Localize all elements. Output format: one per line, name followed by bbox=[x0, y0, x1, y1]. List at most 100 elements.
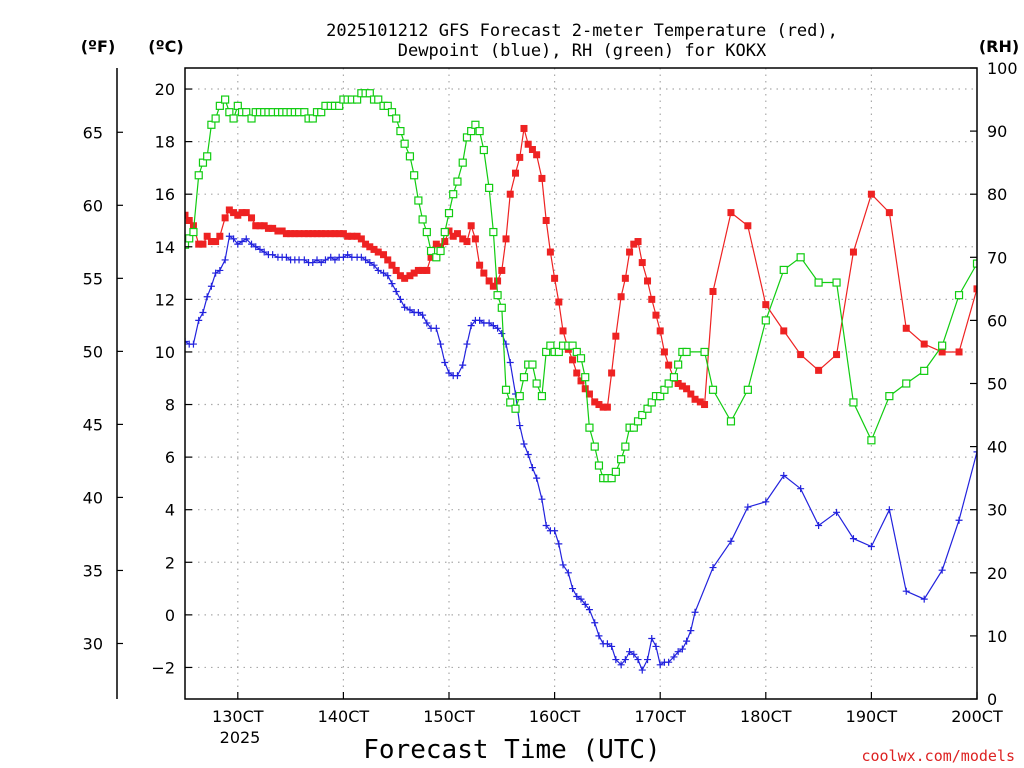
rh-point bbox=[669, 373, 679, 382]
rh-point bbox=[426, 246, 436, 256]
dewpoint-point bbox=[678, 645, 686, 653]
dewpoint-point bbox=[321, 256, 329, 264]
dewpoint-point bbox=[626, 648, 634, 656]
rh-point bbox=[387, 108, 397, 117]
dewpoint-point bbox=[396, 295, 404, 303]
rh-point bbox=[674, 360, 683, 369]
dewpoint-point bbox=[638, 666, 646, 674]
temp-point bbox=[617, 293, 625, 301]
dewpoint-point bbox=[938, 566, 946, 574]
rh-point bbox=[471, 120, 480, 129]
dewpoint-point bbox=[542, 521, 550, 529]
temp-point bbox=[357, 235, 365, 243]
temp-point bbox=[867, 190, 875, 198]
temp-point bbox=[559, 327, 567, 335]
temp-point bbox=[595, 401, 603, 409]
dewpoint-point bbox=[630, 650, 638, 658]
dewpoint-point bbox=[199, 309, 207, 317]
dewpoint-point bbox=[467, 322, 475, 330]
temp-point bbox=[727, 209, 735, 217]
temp-point bbox=[542, 216, 550, 224]
temp-point bbox=[195, 240, 203, 248]
celsius-tick-label: 20 bbox=[155, 80, 175, 99]
dewpoint-point bbox=[189, 340, 197, 348]
dewpoint-point bbox=[238, 238, 246, 246]
temp-point bbox=[885, 209, 893, 217]
rh-point bbox=[506, 398, 515, 407]
dewpoint-point bbox=[453, 372, 461, 380]
series-rh bbox=[185, 89, 977, 483]
temp-point bbox=[581, 385, 589, 393]
dewpoint-point bbox=[327, 253, 335, 261]
x-axis-title: Forecast Time (UTC) bbox=[363, 735, 660, 765]
dewpoint-point bbox=[648, 635, 656, 643]
dewpoint-point bbox=[309, 259, 317, 267]
rh-point bbox=[708, 385, 718, 394]
temp-point bbox=[248, 214, 256, 222]
dewpoint-point bbox=[432, 324, 440, 332]
rh-point bbox=[242, 108, 251, 117]
rh-point bbox=[317, 108, 326, 117]
rh-point bbox=[189, 227, 198, 237]
rh-point bbox=[519, 373, 529, 382]
dewpoint-point bbox=[463, 340, 471, 348]
dewpoint-point bbox=[374, 266, 382, 274]
temp-point bbox=[512, 169, 520, 177]
temp-point bbox=[621, 274, 629, 282]
dewpoint-point bbox=[991, 393, 998, 400]
temp-point bbox=[370, 245, 378, 253]
rh-point bbox=[410, 171, 419, 180]
dewpoint-point bbox=[634, 656, 642, 664]
dewpoint-point bbox=[300, 256, 308, 264]
rh-point bbox=[885, 392, 894, 401]
rh-point bbox=[414, 196, 423, 205]
fahrenheit-tick-label: 60 bbox=[83, 196, 103, 215]
dewpoint-point bbox=[357, 253, 365, 261]
rh-point bbox=[444, 209, 454, 218]
temp-point bbox=[665, 361, 673, 369]
dewpoint-point bbox=[489, 322, 497, 330]
rh-point bbox=[374, 95, 383, 104]
dewpoint-point bbox=[317, 259, 325, 267]
dewpoint-point bbox=[370, 261, 378, 269]
temp-point bbox=[374, 248, 382, 256]
temp-point bbox=[366, 243, 374, 251]
dewpoint-point bbox=[406, 306, 414, 314]
rh-point bbox=[660, 385, 669, 394]
temp-point bbox=[212, 238, 220, 246]
fahrenheit-tick-label: 50 bbox=[83, 342, 103, 361]
dewpoint-point bbox=[216, 266, 224, 274]
dewpoint-point bbox=[973, 448, 977, 456]
temp-point bbox=[313, 230, 321, 238]
dewpoint-point bbox=[221, 256, 229, 264]
dewpoint-point bbox=[652, 642, 660, 650]
temp-point bbox=[459, 235, 467, 243]
source-credit: coolwx.com/models bbox=[861, 747, 1015, 765]
dewpoint-point bbox=[260, 248, 268, 256]
rh-point bbox=[590, 442, 599, 451]
rh-point bbox=[515, 392, 524, 401]
dewpoint-point bbox=[506, 358, 514, 366]
dewpoint-point bbox=[419, 311, 427, 319]
dewpoint-point bbox=[691, 608, 699, 616]
temp-point bbox=[419, 266, 427, 274]
rh-point bbox=[664, 379, 673, 388]
rh-point bbox=[392, 114, 401, 123]
dewpoint-point bbox=[595, 632, 603, 640]
dewpoint-point bbox=[459, 361, 467, 369]
dewpoint-point bbox=[797, 485, 805, 493]
temp-point bbox=[585, 390, 593, 398]
rh-point bbox=[440, 227, 449, 237]
temp-point bbox=[612, 332, 620, 340]
temp-point bbox=[524, 140, 532, 148]
rh-point bbox=[682, 347, 691, 357]
temp-point bbox=[392, 266, 400, 274]
rh-tick-label: 100 bbox=[987, 59, 1018, 78]
temp-point bbox=[638, 259, 646, 267]
temp-point bbox=[502, 235, 510, 243]
rh-point bbox=[532, 379, 541, 388]
rh-point bbox=[300, 108, 309, 117]
temp-point bbox=[207, 238, 215, 246]
temp-point bbox=[678, 382, 686, 390]
rh-point bbox=[920, 366, 929, 375]
